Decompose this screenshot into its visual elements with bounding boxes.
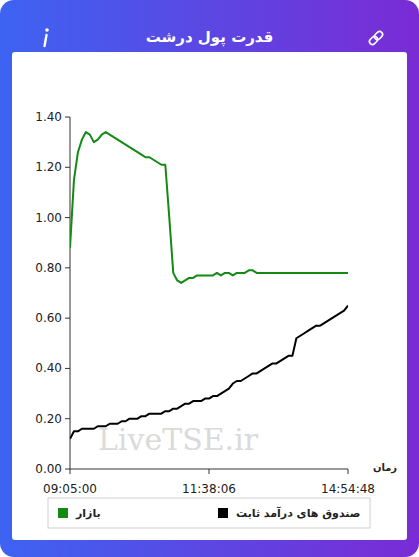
y-tick-label: 1.20: [35, 160, 62, 174]
y-tick: [65, 117, 70, 118]
series-line: [70, 306, 348, 439]
legend-swatch: [218, 508, 228, 518]
legend: بازار صندوق های درآمد ثابت: [48, 498, 370, 528]
x-tick: [209, 469, 210, 474]
legend-box: [48, 498, 370, 528]
x-tick-label: 11:38:06: [182, 482, 236, 496]
y-tick: [65, 368, 70, 369]
y-tick-label: 1.40: [35, 110, 62, 124]
x-tick: [348, 469, 349, 474]
card-body: [12, 52, 407, 540]
y-tick: [65, 167, 70, 168]
y-axis: [70, 117, 71, 469]
y-tick-label: 0.40: [35, 361, 62, 375]
info-icon[interactable]: [45, 28, 49, 46]
x-tick-label: 14:54:48: [321, 482, 375, 496]
y-tick-label: 1.00: [35, 211, 62, 225]
legend-label: بازار: [75, 507, 101, 520]
watermark: LiveTSE.ir: [98, 422, 259, 457]
y-tick-label: 0.00: [35, 462, 62, 476]
y-tick-label: 0.20: [35, 412, 62, 426]
legend-swatch: [58, 508, 68, 518]
legend-label: صندوق های درآمد ثابت: [236, 506, 360, 520]
chart-title: قدرت پول درشت: [146, 28, 274, 47]
y-tick: [65, 318, 70, 319]
series-line: [70, 132, 348, 283]
y-tick: [65, 469, 70, 470]
x-axis-label: زمان: [373, 462, 397, 474]
card-frame: [0, 0, 419, 557]
plot-area: [70, 132, 348, 439]
y-tick: [65, 418, 70, 419]
y-tick: [65, 267, 70, 268]
y-tick-label: 0.80: [35, 261, 62, 275]
chart-root: قدرت پول درشت LiveTSE.ir 0.00 0.20 0.40 0.60 0…: [0, 0, 419, 557]
x-tick: [70, 469, 71, 474]
x-tick-label: 09:05:00: [43, 482, 97, 496]
y-tick: [65, 217, 70, 218]
link-icon[interactable]: [368, 30, 384, 46]
y-tick-label: 0.60: [35, 311, 62, 325]
